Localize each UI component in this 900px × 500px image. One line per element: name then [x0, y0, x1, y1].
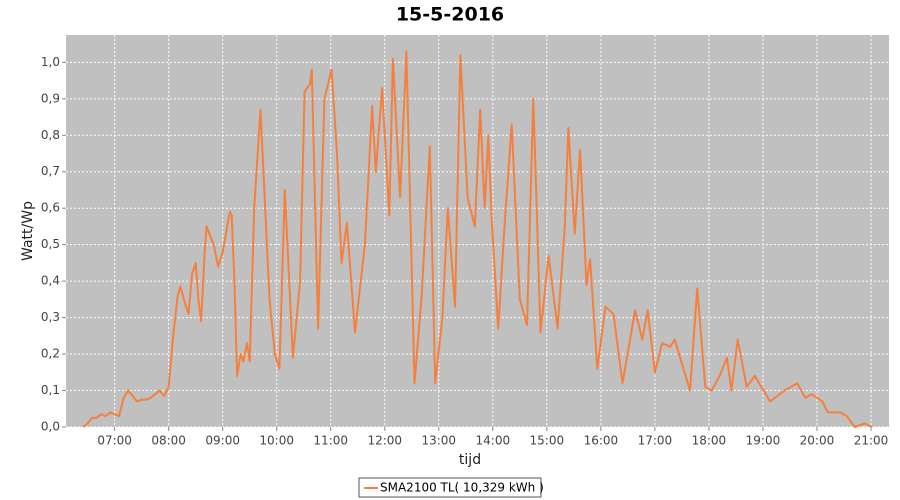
y-tick-label: 1,0	[41, 55, 60, 69]
y-tick-label: 0,7	[41, 164, 60, 178]
plot-area	[66, 35, 889, 427]
legend	[358, 477, 542, 498]
x-tick-label: 17:00	[638, 434, 673, 448]
legend-label: SMA2100 TL( 10,329 kWh )	[380, 481, 544, 495]
x-tick-label: 19:00	[746, 434, 781, 448]
x-tick-label: 15:00	[530, 434, 565, 448]
y-tick-label: 0,2	[41, 347, 60, 361]
y-tick-label: 0,3	[41, 310, 60, 324]
y-tick-label: 0,4	[41, 274, 60, 288]
x-tick-label: 09:00	[205, 434, 240, 448]
y-tick-label: 0,9	[41, 91, 60, 105]
y-axis-label: Watt/Wp	[20, 201, 36, 261]
x-tick-label: 18:00	[692, 434, 727, 448]
chart-title: 15-5-2016	[396, 4, 504, 26]
x-tick-label: 21:00	[854, 434, 889, 448]
x-tick-label: 11:00	[313, 434, 348, 448]
x-tick-label: 07:00	[97, 434, 132, 448]
y-tick-label: 0,0	[41, 420, 60, 434]
y-tick-label: 0,6	[41, 201, 60, 215]
x-tick-label: 12:00	[367, 434, 402, 448]
y-tick-label: 0,1	[41, 383, 60, 397]
data-line	[82, 50, 873, 428]
y-tick-label: 0,5	[41, 237, 60, 251]
x-tick-label: 20:00	[800, 434, 835, 448]
x-tick-label: 10:00	[259, 434, 294, 448]
x-axis-label: tijd	[459, 452, 481, 468]
x-tick-label: 13:00	[421, 434, 456, 448]
y-tick-label: 0,8	[41, 128, 60, 142]
x-tick-label: 14:00	[476, 434, 511, 448]
x-tick-label: 16:00	[584, 434, 619, 448]
x-tick-label: 08:00	[151, 434, 186, 448]
